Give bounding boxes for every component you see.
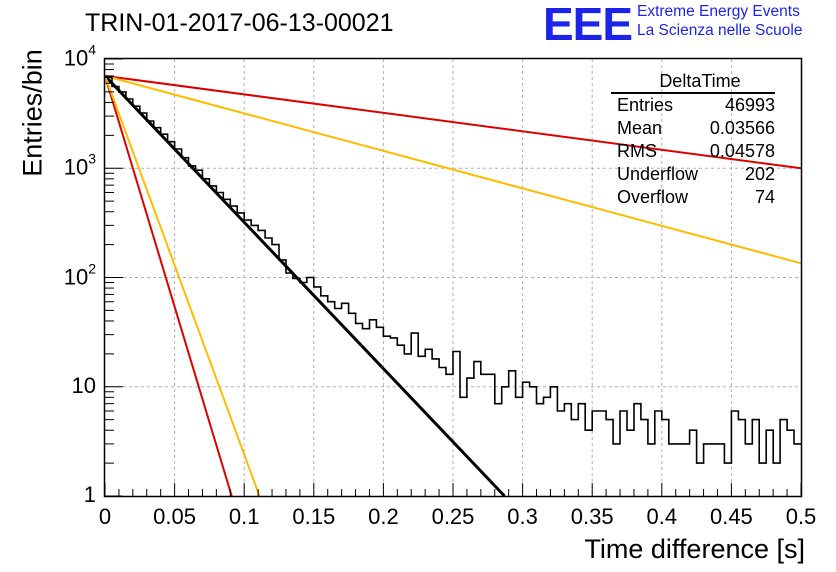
x-tick-label: 0.45 (709, 504, 753, 529)
y-tick-label: 102 (63, 259, 96, 290)
logo-text-line1: Extreme Energy Events (637, 3, 800, 20)
x-tick-label: 0.1 (228, 504, 260, 529)
fit-line (103, 74, 506, 498)
y-tick-label: 10 (71, 372, 96, 398)
x-tick-label: 0.3 (507, 504, 538, 529)
plot-title: TRIN-01-2017-06-13-00021 (85, 9, 394, 37)
stats-label: Mean (617, 118, 663, 138)
fit-line (104, 74, 802, 265)
stats-row: Mean 0.03566 (611, 117, 775, 140)
x-tick-label: 0.2 (368, 504, 399, 529)
stats-label: RMS (617, 141, 657, 161)
stats-title: DeltaTime (611, 70, 775, 94)
stats-row: Overflow 74 (611, 186, 775, 209)
y-tick-label: 103 (63, 150, 96, 180)
y-axis-label: Entries/bin (17, 49, 48, 177)
stats-label: Overflow (617, 187, 689, 207)
fit-line (104, 74, 802, 170)
histogram (105, 76, 801, 464)
stats-row: Entries 46993 (611, 94, 775, 117)
stats-value: 0.04578 (709, 141, 775, 161)
y-tick-label: 1 (83, 482, 96, 507)
stats-label: Underflow (617, 164, 699, 184)
x-tick-label: 0.5 (785, 504, 817, 529)
stats-box: DeltaTime Entries 46993 Mean 0.03566 RMS… (611, 70, 775, 209)
eee-logo: EEE (543, 0, 633, 50)
x-axis-label: Time difference [s] (584, 534, 805, 564)
stats-row: RMS 0.04578 (611, 140, 775, 163)
stats-label: Entries (617, 95, 674, 115)
stats-value: 202 (744, 164, 775, 184)
x-tick-label: 0.05 (153, 504, 197, 529)
plot-frame (103, 57, 803, 498)
x-tick-label: 0 (98, 504, 112, 529)
fit-line (104, 75, 233, 497)
axis-ticks (104, 58, 802, 497)
y-tick-label: 104 (63, 41, 96, 71)
stats-value: 46993 (724, 95, 775, 115)
stats-row: Underflow 202 (611, 163, 775, 186)
stats-value: 0.03566 (709, 118, 775, 138)
x-tick-label: 0.35 (570, 504, 614, 529)
histogram-outline (105, 76, 801, 464)
fit-curves (103, 74, 802, 498)
x-tick-label: 0.25 (431, 504, 475, 529)
x-tick-label: 0.4 (646, 504, 678, 529)
fit-line (104, 75, 261, 497)
x-tick-label: 0.15 (292, 504, 336, 529)
logo-text-line2: La Scienza nelle Scuole (637, 22, 803, 39)
grid-lines (105, 59, 801, 496)
stats-value: 74 (754, 187, 775, 207)
